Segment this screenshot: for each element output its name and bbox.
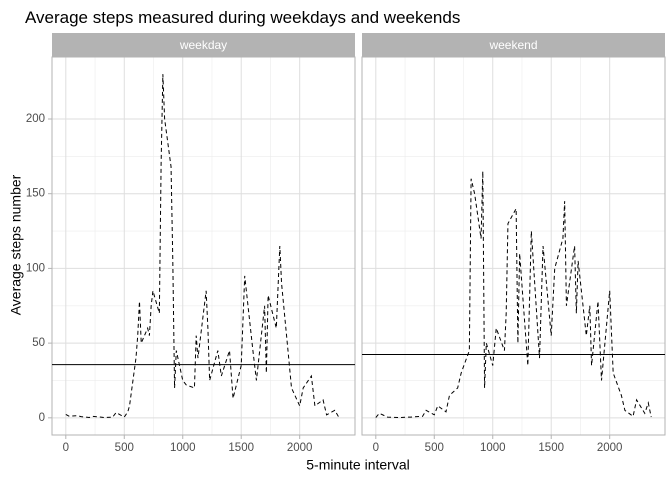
strip [52, 33, 355, 57]
y-tick-label: 100 [26, 262, 45, 274]
y-tick-label: 0 [39, 412, 45, 424]
panel-border [51, 56, 356, 436]
y-tick-label: 50 [32, 337, 45, 349]
x-tick-label: 1000 [480, 442, 506, 454]
steps-line [375, 171, 652, 419]
y-tick-label: 150 [26, 188, 45, 200]
x-tick-label: 2000 [287, 442, 313, 454]
y-tick-label: 200 [26, 113, 45, 125]
y-axis-title: Average steps number [8, 174, 24, 315]
strip-label: weekend [488, 38, 537, 52]
x-tick-label: 500 [115, 442, 134, 454]
x-axis-title: 5-minute interval [306, 457, 410, 473]
x-tick-label: 1000 [170, 442, 196, 454]
x-tick-label: 500 [425, 442, 444, 454]
chart-title: Average steps measured during weekdays a… [25, 8, 460, 27]
steps-line [65, 74, 342, 419]
strip [362, 33, 665, 57]
x-tick-label: 1500 [538, 442, 564, 454]
x-tick-label: 1500 [228, 442, 254, 454]
panel-border [361, 56, 666, 436]
x-tick-label: 0 [63, 442, 69, 454]
strip-label: weekday [179, 38, 227, 52]
x-tick-label: 0 [373, 442, 379, 454]
x-tick-label: 2000 [597, 442, 623, 454]
